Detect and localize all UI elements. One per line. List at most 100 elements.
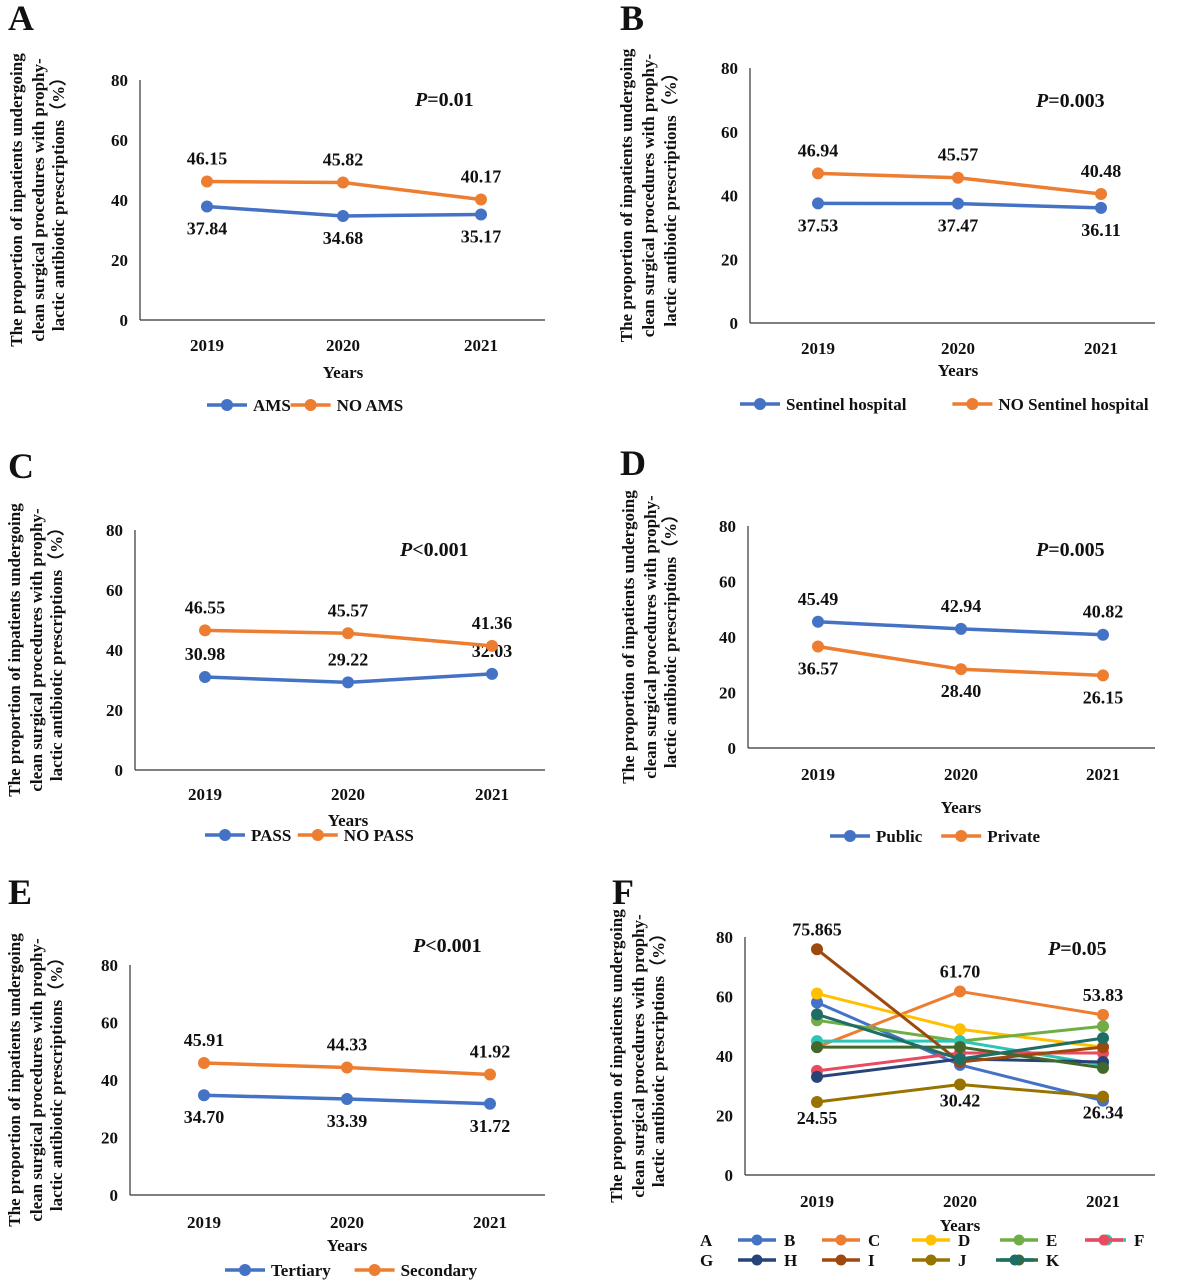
data-point	[486, 667, 498, 680]
legend-label: I	[868, 1251, 875, 1270]
y-tick-label: 60	[721, 123, 738, 142]
legend: PASS NO PASS	[205, 826, 414, 845]
x-axis-title: Years	[938, 361, 979, 380]
chart-panel-d: D The proportion of inpatients undergoing…	[619, 443, 1155, 846]
x-tick-label: 2021	[464, 336, 498, 355]
y-tick-label: 40	[101, 1071, 118, 1090]
x-tick-label: 2019	[190, 336, 224, 355]
y-axis-label-line: lactic antibiotic prescriptions（%）	[648, 925, 668, 1187]
p-value: =0.05	[1060, 938, 1106, 960]
p-symbol: P	[1035, 90, 1049, 112]
data-label: 61.70	[940, 961, 981, 981]
data-label: 36.11	[1081, 220, 1121, 240]
data-point	[954, 1052, 966, 1065]
y-axis-label-line: lactic antibiotic prescriptions（%）	[46, 949, 66, 1211]
y-axis-label-line: lactic antibiotic prescriptions（%）	[46, 519, 66, 781]
y-axis-label-line: The proportion of inpatients undergoing	[619, 490, 638, 784]
data-point	[812, 615, 824, 628]
data-point	[954, 985, 966, 998]
data-point	[811, 1095, 823, 1108]
y-axis-label-line: clean surgical procedures with prophy-	[629, 914, 648, 1198]
legend-marker	[751, 1234, 763, 1246]
data-label: 45.57	[328, 600, 369, 620]
legend-label: D	[958, 1231, 970, 1250]
data-point	[1097, 628, 1109, 641]
legend-label: A	[700, 1231, 713, 1250]
data-point	[1097, 1008, 1109, 1021]
data-label: 40.17	[461, 166, 502, 186]
data-label: 36.57	[798, 659, 839, 679]
y-tick-label: 0	[110, 1186, 119, 1205]
y-axis-label-line: The proportion of inpatients undergoing	[5, 933, 24, 1227]
legend-label: Public	[876, 827, 923, 846]
data-point	[199, 671, 211, 684]
p-symbol: P	[414, 89, 428, 111]
data-point	[484, 1068, 496, 1081]
y-tick-label: 40	[111, 191, 128, 210]
y-axis-label-line: clean surgical procedures with prophy-	[27, 938, 46, 1222]
legend-marker	[925, 1234, 937, 1246]
legend-marker	[1098, 1234, 1110, 1246]
x-axis-title: Years	[328, 811, 369, 830]
data-label: 42.94	[941, 596, 982, 616]
data-point	[954, 1041, 966, 1054]
legend-label: C	[868, 1231, 880, 1250]
legend-label: K	[1046, 1251, 1060, 1270]
data-label: 40.48	[1081, 161, 1122, 181]
p-value-label: P=0.05	[1047, 938, 1107, 960]
legend-marker	[304, 399, 317, 411]
data-label: 26.34	[1083, 1103, 1124, 1123]
x-tick-label: 2019	[187, 1213, 221, 1232]
data-point	[486, 639, 498, 652]
p-symbol: P	[1035, 539, 1049, 561]
y-tick-label: 40	[719, 628, 736, 647]
data-point	[341, 1093, 353, 1106]
legend-label: NO AMS	[337, 396, 404, 415]
y-tick-label: 20	[106, 701, 123, 720]
p-value-label: P<0.001	[399, 539, 469, 561]
data-label: 28.40	[941, 681, 982, 701]
x-tick-label: 2019	[801, 339, 835, 358]
legend-marker	[368, 1264, 381, 1276]
data-point	[811, 1041, 823, 1054]
x-tick-label: 2021	[1084, 339, 1118, 358]
y-tick-label: 20	[101, 1129, 118, 1148]
legend-marker	[835, 1254, 847, 1266]
data-label: 45.57	[938, 145, 979, 165]
data-point	[475, 193, 487, 206]
legend-marker	[219, 829, 231, 841]
legend-marker	[1009, 1254, 1021, 1266]
x-tick-label: 2020	[944, 765, 978, 784]
data-label: 37.47	[938, 216, 979, 236]
data-label: 34.70	[184, 1107, 225, 1127]
y-axis-label-line: lactic antibiotic prescriptions（%）	[660, 64, 680, 326]
legend: Sentinel hospital NO Sentinel hospital	[740, 395, 1149, 414]
x-tick-label: 2021	[1086, 1192, 1120, 1211]
x-tick-label: 2020	[331, 785, 365, 804]
y-axis-label-line: clean surgical procedures with prophy-	[641, 495, 660, 779]
x-tick-label: 2019	[801, 765, 835, 784]
legend: AMS NO AMS	[207, 396, 403, 415]
data-label: 26.15	[1083, 687, 1124, 707]
data-point	[201, 200, 213, 213]
data-point	[811, 1008, 823, 1021]
x-tick-label: 2020	[326, 336, 360, 355]
legend-label: PASS	[251, 826, 291, 845]
p-symbol: P	[399, 539, 413, 561]
panel-letter: B	[620, 0, 644, 38]
data-label: 29.22	[328, 649, 369, 669]
data-point	[199, 624, 211, 637]
data-point	[812, 197, 824, 210]
data-point	[811, 1070, 823, 1083]
y-tick-label: 60	[716, 988, 733, 1007]
y-tick-label: 0	[728, 739, 737, 758]
data-label: 44.33	[327, 1035, 368, 1055]
y-tick-label: 60	[111, 131, 128, 150]
data-point	[812, 640, 824, 653]
y-tick-label: 0	[730, 314, 739, 333]
panel-letter: A	[8, 0, 34, 38]
p-value: <0.001	[412, 539, 468, 561]
x-tick-label: 2021	[473, 1213, 507, 1232]
y-tick-label: 0	[725, 1166, 734, 1185]
legend-label: B	[784, 1231, 795, 1250]
